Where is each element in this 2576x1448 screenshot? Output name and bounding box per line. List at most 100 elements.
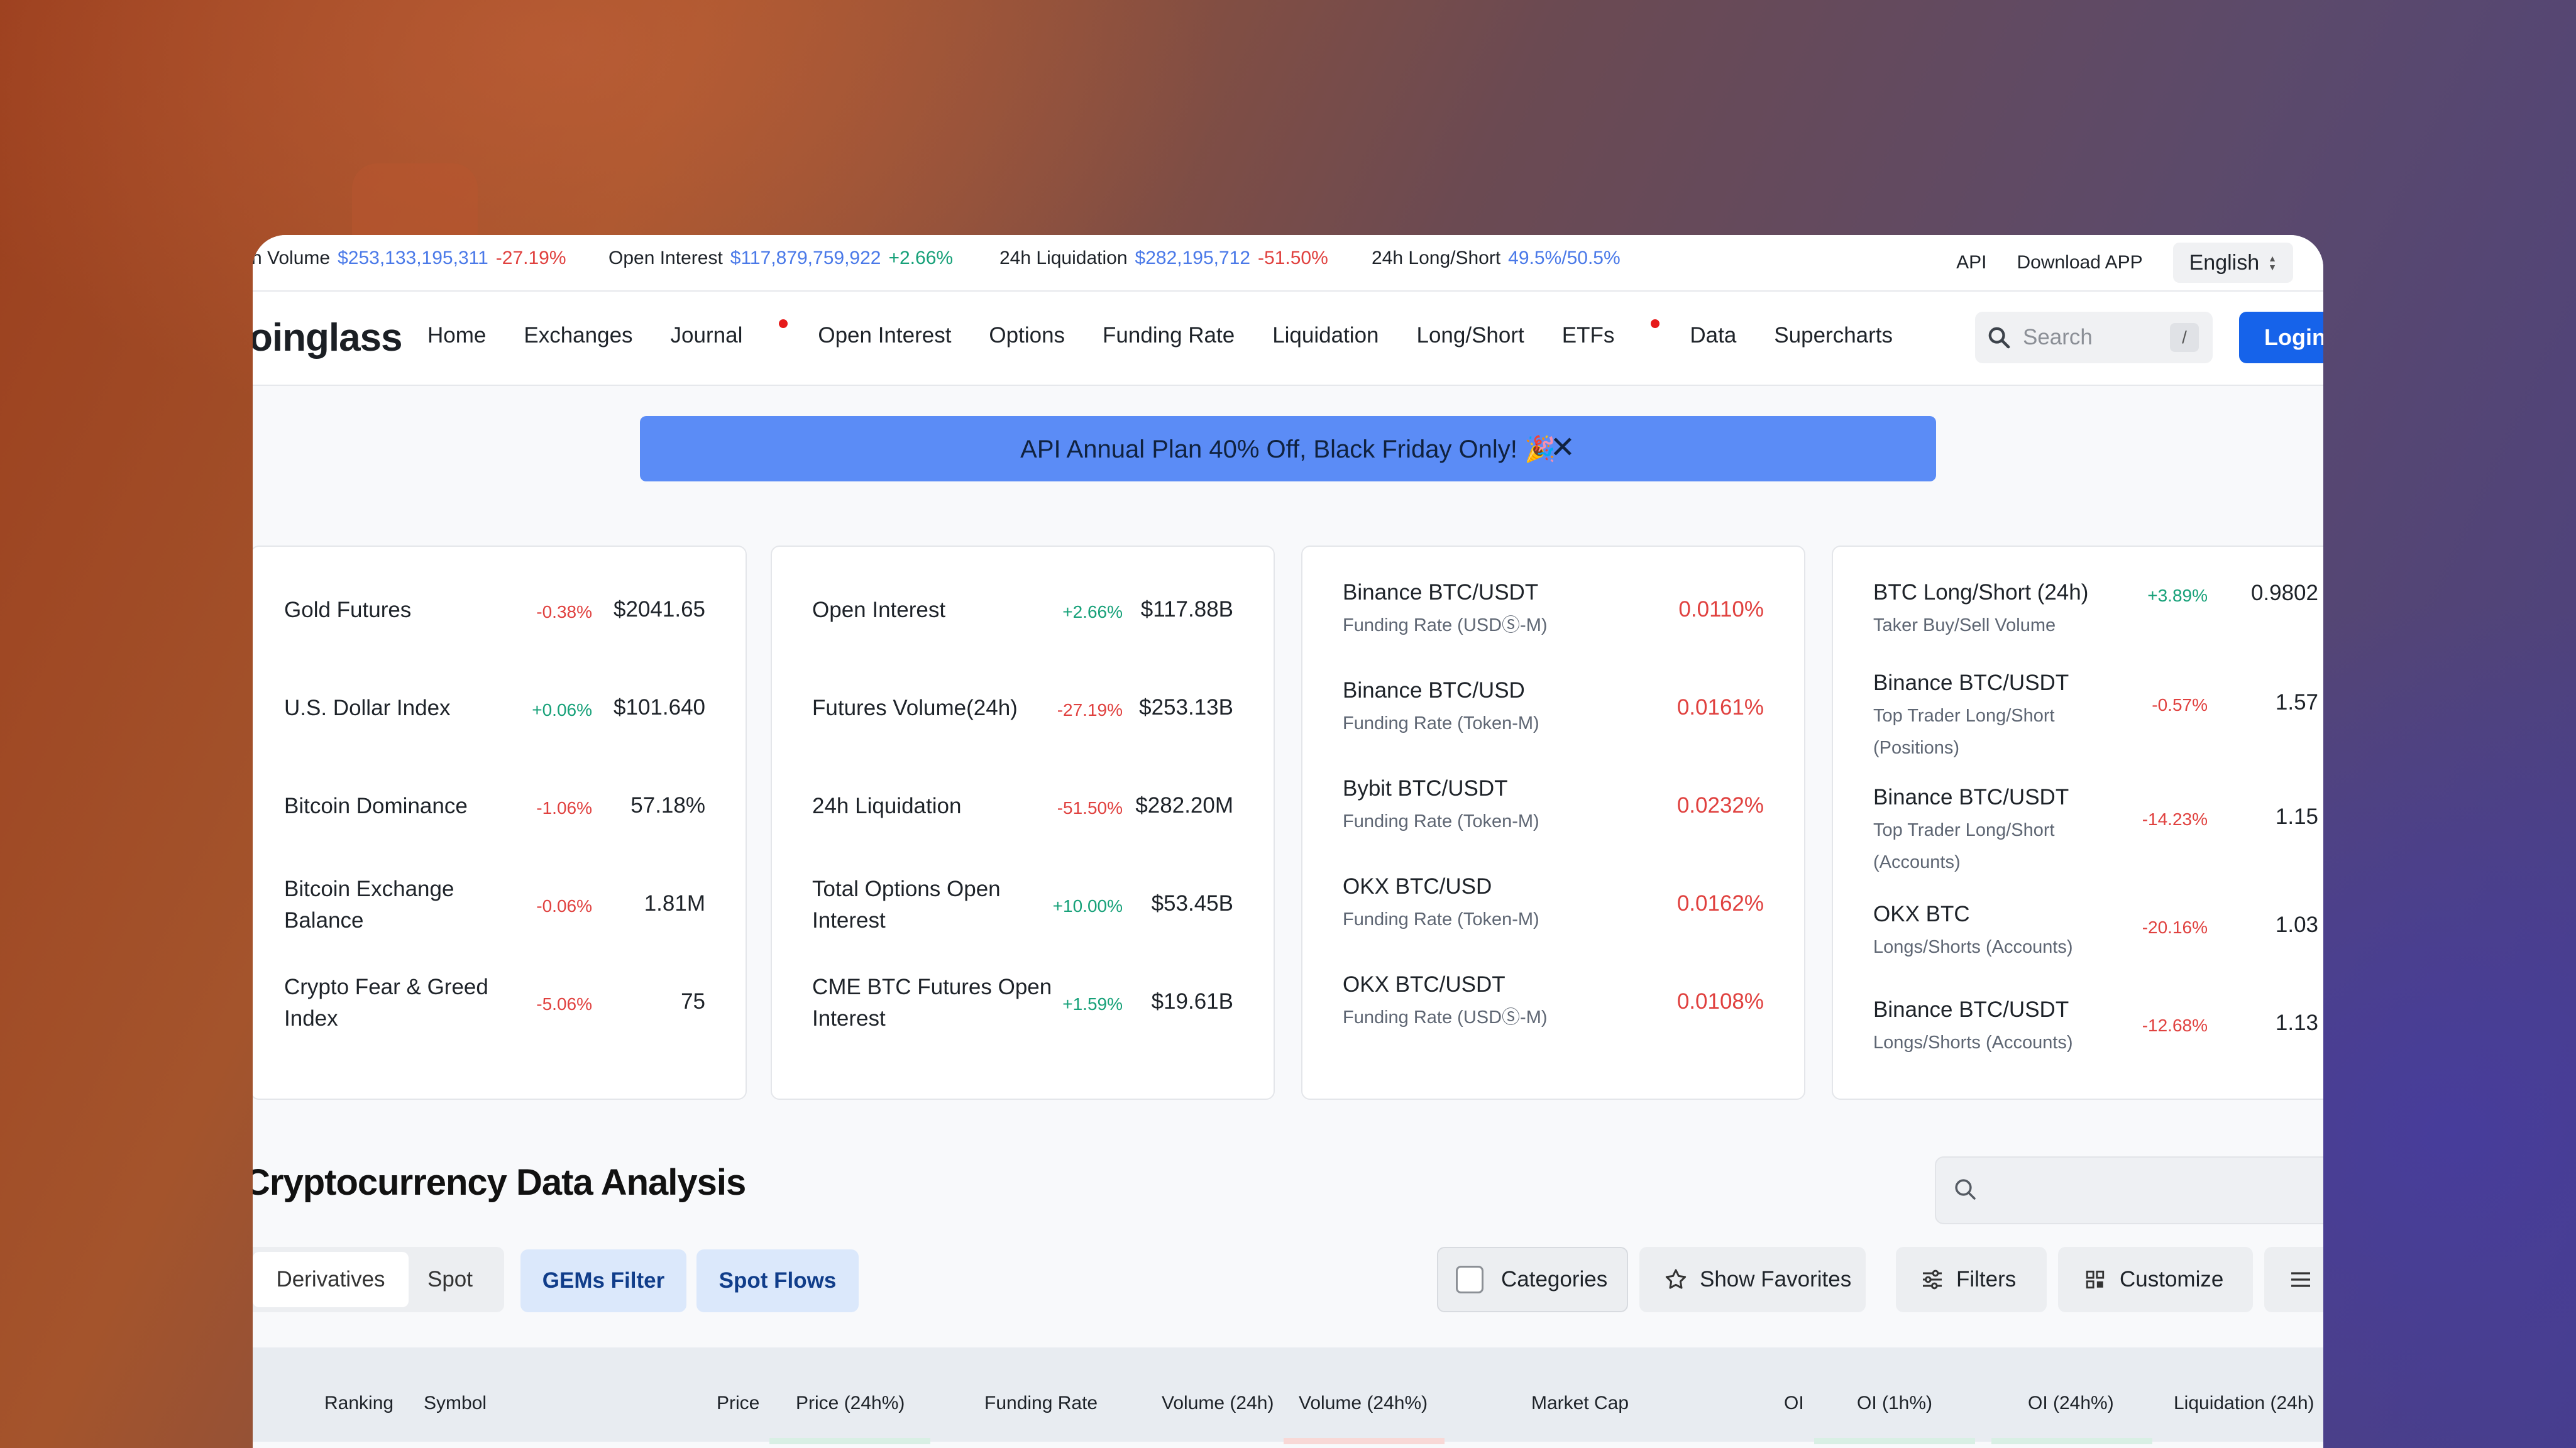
col-price-24h[interactable]: Price (24h%)	[796, 1393, 905, 1413]
grid-icon	[2086, 1270, 2105, 1289]
col-symbol[interactable]: Symbol	[424, 1393, 487, 1413]
card-label: Crypto Fear & Greed Index	[284, 975, 488, 1031]
gems-filter-button[interactable]: GEMs Filter	[520, 1249, 686, 1312]
pair-name: Binance BTC/USD	[1343, 678, 1525, 703]
nav-liquidation[interactable]: Liquidation	[1272, 323, 1379, 348]
star-icon	[1665, 1269, 1687, 1289]
card-sub: Funding Rate (Token-M)	[1343, 713, 1539, 733]
categories-button[interactable]: Categories	[1437, 1247, 1628, 1312]
heat-marker	[1991, 1438, 2152, 1444]
card-label: Open Interest	[812, 598, 946, 622]
col-oi[interactable]: OI	[1784, 1393, 1804, 1413]
nav-data[interactable]: Data	[1690, 323, 1737, 348]
ticker-change: +2.66%	[888, 248, 954, 268]
funding-rate: 0.0232%	[1676, 793, 1764, 818]
nav-funding-rate[interactable]: Funding Rate	[1103, 323, 1235, 348]
nav-open-interest[interactable]: Open Interest	[818, 323, 952, 348]
card-sub: Top Trader Long/Short (Accounts)	[1873, 820, 2055, 872]
ticker-label: 24h Long/Short	[1372, 248, 1501, 268]
card-change: -14.23%	[2142, 809, 2208, 829]
nav-journal[interactable]: Journal	[671, 319, 788, 348]
api-link[interactable]: API	[1956, 252, 1987, 273]
favorites-label: Show Favorites	[1700, 1267, 1852, 1292]
tab-derivatives[interactable]: Derivatives	[253, 1252, 409, 1307]
col-oi-24h[interactable]: OI (24h%)	[2028, 1393, 2114, 1413]
card-change: -12.68%	[2142, 1016, 2208, 1035]
card-change: +10.00%	[1052, 896, 1123, 916]
notification-dot	[1651, 319, 1660, 328]
search-shortcut: /	[2170, 323, 2199, 352]
market-card: Open Interest +2.66% $117.88B Futures Vo…	[771, 546, 1275, 1100]
pair-name: Bybit BTC/USDT	[1343, 776, 1508, 801]
card-sub: Funding Rate (USDⓈ-M)	[1343, 1007, 1548, 1028]
main-nav: oinglass Home Exchanges Journal Open Int…	[253, 292, 2323, 386]
card-value: 0.9802	[2250, 581, 2318, 605]
ticker-liquidation: 24h Liquidation $282,195,712 -51.50%	[999, 248, 1328, 269]
card-value: 1.13	[2275, 1011, 2318, 1035]
pair-name: Binance BTC/USDT	[1873, 785, 2069, 809]
card-label: U.S. Dollar Index	[284, 696, 451, 720]
language-label: English	[2189, 250, 2260, 275]
background-shape	[352, 163, 478, 239]
col-ranking[interactable]: Ranking	[324, 1393, 394, 1413]
nav-long-short[interactable]: Long/Short	[1416, 323, 1524, 348]
col-funding-rate[interactable]: Funding Rate	[984, 1393, 1098, 1413]
coin-search-input[interactable]	[1935, 1156, 2323, 1224]
card-change: +0.06%	[532, 700, 592, 720]
card-label: OKX BTC/USD Funding Rate (Token-M)	[1343, 871, 1539, 935]
section-title: Cryptocurrency Data Analysis	[253, 1162, 746, 1203]
customize-button[interactable]: Customize	[2058, 1247, 2253, 1312]
settings-button[interactable]	[2264, 1247, 2323, 1312]
card-label: Total Options Open Interest	[812, 877, 1001, 933]
heat-marker	[1814, 1438, 1975, 1444]
login-button[interactable]: Login	[2239, 312, 2323, 363]
ticker-volume: h Volume $253,133,195,311 -27.19%	[253, 248, 566, 269]
col-volume-24h-pct[interactable]: Volume (24h%)	[1299, 1393, 1428, 1413]
language-select[interactable]: English ▲ ▼	[2172, 243, 2293, 283]
checkbox-icon	[1456, 1266, 1483, 1293]
nav-supercharts[interactable]: Supercharts	[1774, 323, 1893, 348]
sliders-icon	[1923, 1270, 1942, 1290]
card-value: 1.81M	[644, 891, 705, 916]
pair-name: OKX BTC/USDT	[1343, 972, 1505, 997]
col-volume-24h[interactable]: Volume (24h)	[1162, 1393, 1274, 1413]
card-label: Binance BTC/USDT Longs/Shorts (Accounts)	[1873, 994, 2073, 1058]
card-change: -1.06%	[536, 798, 592, 818]
logo[interactable]: oinglass	[253, 316, 403, 359]
card-value: 57.18%	[630, 793, 705, 818]
spot-flows-button[interactable]: Spot Flows	[696, 1249, 859, 1312]
card-label: BTC Long/Short (24h) Taker Buy/Sell Volum…	[1873, 577, 2088, 640]
funding-rate: 0.0162%	[1676, 891, 1764, 916]
card-sub: Funding Rate (Token-M)	[1343, 909, 1539, 930]
show-favorites-button[interactable]: Show Favorites	[1639, 1247, 1866, 1312]
card-sub: Longs/Shorts (Accounts)	[1873, 1033, 2073, 1053]
card-change: -20.16%	[2142, 918, 2208, 937]
card-label: Binance BTC/USD Funding Rate (Token-M)	[1343, 675, 1539, 738]
filters-button[interactable]: Filters	[1896, 1247, 2047, 1312]
col-liquidation-24h[interactable]: Liquidation (24h)	[2174, 1393, 2315, 1413]
card-label: Binance BTC/USDT Funding Rate (USDⓈ-M)	[1343, 577, 1548, 640]
close-icon[interactable]: ✕	[1549, 431, 1575, 464]
heat-marker	[769, 1438, 930, 1444]
nav-options[interactable]: Options	[989, 323, 1065, 348]
nav-etfs[interactable]: ETFs	[1562, 319, 1660, 348]
col-market-cap[interactable]: Market Cap	[1531, 1393, 1629, 1413]
col-price[interactable]: Price	[717, 1393, 760, 1413]
search-box[interactable]: Search /	[1975, 312, 2213, 363]
macro-card: Gold Futures -0.38% $2041.65 U.S. Dollar…	[253, 546, 747, 1100]
card-label: CME BTC Futures Open Interest	[812, 975, 1052, 1031]
categories-label: Categories	[1501, 1267, 1608, 1292]
customize-label: Customize	[2120, 1267, 2224, 1292]
nav-home[interactable]: Home	[427, 323, 487, 348]
promo-banner[interactable]: API Annual Plan 40% Off, Black Friday On…	[640, 416, 1936, 481]
promo-text: API Annual Plan 40% Off, Black Friday On…	[1020, 435, 1556, 463]
download-app-link[interactable]: Download APP	[2017, 252, 2143, 273]
nav-exchanges[interactable]: Exchanges	[524, 323, 633, 348]
tab-spot[interactable]: Spot	[427, 1267, 473, 1292]
col-oi-1h[interactable]: OI (1h%)	[1857, 1393, 1933, 1413]
nav-items: Home Exchanges Journal Open Interest Opt…	[427, 319, 1930, 348]
card-label: 24h Liquidation	[812, 794, 962, 818]
ticker-links: API Download APP English ▲ ▼	[1956, 235, 2293, 290]
pair-name: OKX BTC	[1873, 902, 1970, 926]
notification-dot	[779, 319, 788, 328]
